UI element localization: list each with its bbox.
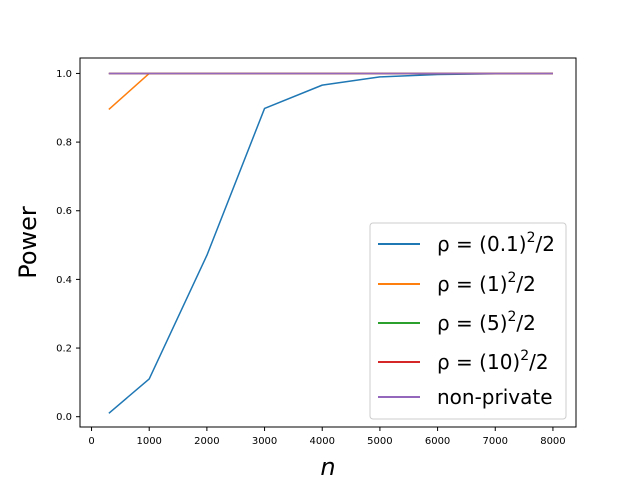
legend-label-0: ρ = (0.1)2/2 xyxy=(437,230,555,256)
x-tick-label: 8000 xyxy=(540,436,565,447)
x-tick-label: 1000 xyxy=(136,436,161,447)
y-tick-label: 0.8 xyxy=(56,138,72,149)
legend-box xyxy=(369,222,567,420)
y-tick-label: 0.0 xyxy=(56,412,72,423)
series-layer xyxy=(108,72,553,414)
y-tick-label: 0.4 xyxy=(56,275,72,286)
y-axis-ticks: 0.0 0.2 0.4 0.6 0.8 1.0 xyxy=(56,69,80,423)
x-tick-label: 0 xyxy=(88,436,94,447)
legend: ρ = (0.1)2/2 ρ = (1)2/2 ρ = (5)2/2 ρ = (10)… xyxy=(369,222,567,420)
x-tick-label: 7000 xyxy=(483,436,508,447)
y-axis-label: Power xyxy=(14,206,42,279)
legend-label-3: ρ = (10)2/2 xyxy=(437,348,549,374)
legend-label-2: ρ = (5)2/2 xyxy=(437,309,536,335)
x-tick-label: 4000 xyxy=(310,436,335,447)
y-tick-label: 0.2 xyxy=(56,344,72,355)
y-tick-label: 0.6 xyxy=(56,206,72,217)
x-axis-ticks: 0 1000 2000 3000 4000 5000 6000 7000 8000 xyxy=(88,427,566,447)
x-tick-label: 6000 xyxy=(425,436,450,447)
x-axis-label: n xyxy=(320,453,335,480)
legend-label-1: ρ = (1)2/2 xyxy=(437,270,536,296)
x-tick-label: 2000 xyxy=(194,436,219,447)
axes-frame xyxy=(79,57,577,428)
series-line-1 xyxy=(108,72,553,111)
x-tick-label: 5000 xyxy=(367,436,392,447)
y-tick-label: 1.0 xyxy=(56,69,72,80)
x-tick-label: 3000 xyxy=(252,436,277,447)
legend-label-4: non-private xyxy=(437,385,553,409)
